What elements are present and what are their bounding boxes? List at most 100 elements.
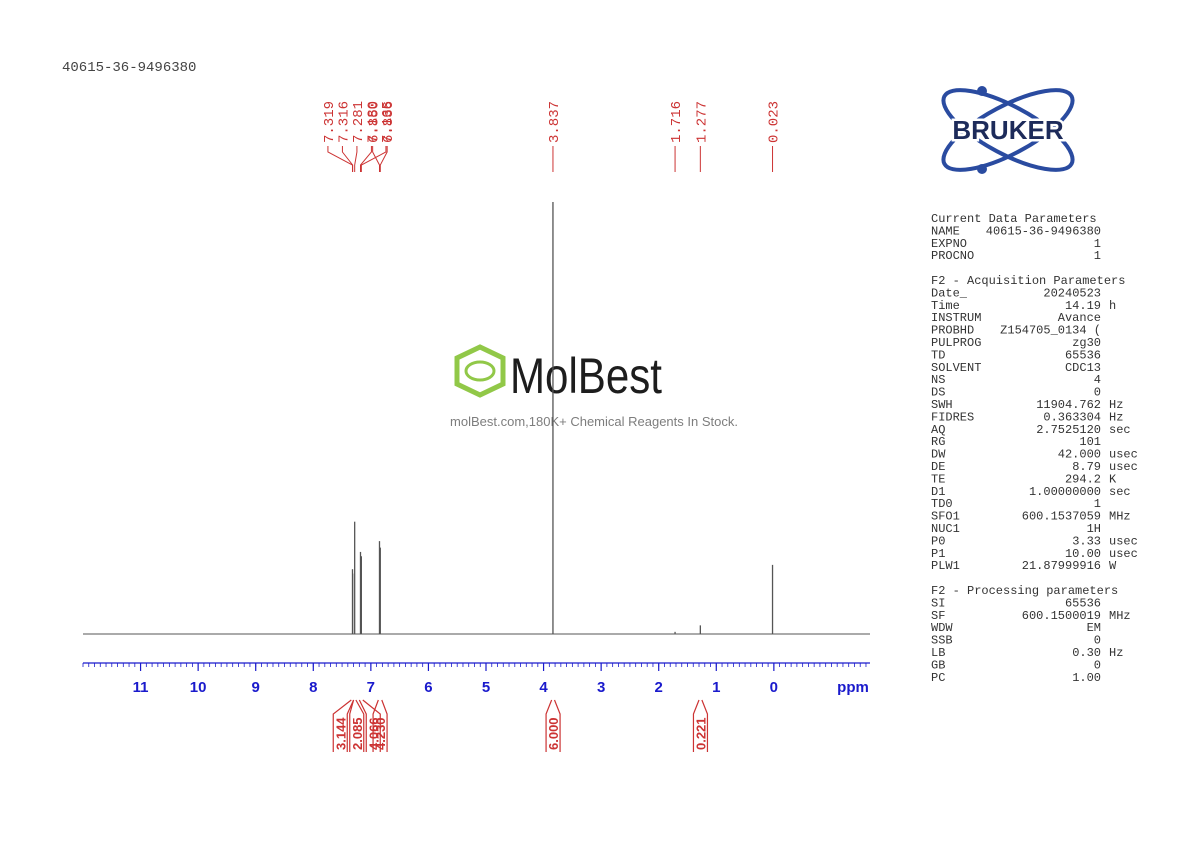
integral-label: 4.230 <box>373 717 388 750</box>
x-tick-label: 6 <box>424 679 432 696</box>
logo-dot <box>977 86 987 96</box>
param-name: Date_ <box>931 286 968 300</box>
param-value: 0.363304 <box>1043 410 1101 424</box>
param-value: 1.00 <box>1072 671 1101 685</box>
peak-label: 1.716 <box>669 101 685 143</box>
param-value: Avance <box>1058 311 1101 325</box>
param-name: NAME <box>931 224 960 238</box>
peak-label: 7.180 <box>365 101 381 143</box>
param-value: 20240523 <box>1043 286 1101 300</box>
param-name: P0 <box>931 534 945 548</box>
param-value: 65536 <box>1065 596 1101 610</box>
param-value: 1 <box>1094 497 1101 511</box>
param-value: CDC13 <box>1065 361 1101 375</box>
logo-orbit <box>941 88 1075 172</box>
section-title: Current Data Parameters <box>931 212 1097 226</box>
peak-label: 7.316 <box>336 101 352 143</box>
param-value: 101 <box>1079 435 1101 449</box>
peak-label: 6.836 <box>381 101 397 143</box>
watermark-logo <box>454 344 506 398</box>
x-axis-label: ppm <box>837 679 869 696</box>
integral-label: 0.221 <box>693 717 708 750</box>
param-value: 11904.762 <box>1036 398 1101 412</box>
logo-text: BRUKER <box>952 115 1063 145</box>
x-tick-label: 3 <box>597 679 605 696</box>
peak-label: 7.281 <box>351 101 367 143</box>
watermark-tagline: molBest.com,180K+ Chemical Reagents In S… <box>450 414 738 429</box>
param-value: 1H <box>1087 522 1101 536</box>
param-value: 65536 <box>1065 348 1101 362</box>
param-name: RG <box>931 435 945 449</box>
param-value: 0 <box>1094 386 1101 400</box>
logo-dot <box>977 164 987 174</box>
integral-bracket <box>545 699 561 752</box>
logo-orbit <box>941 88 1075 172</box>
param-value: 600.1537059 <box>1022 510 1101 524</box>
param-value: 600.1500019 <box>1022 609 1101 623</box>
param-name: PC <box>931 671 945 685</box>
param-name: D1 <box>931 485 945 499</box>
param-unit: MHz <box>1109 510 1131 524</box>
param-name: PROBHD <box>931 324 974 338</box>
param-name: DW <box>931 448 946 462</box>
peak-label-leader <box>359 146 372 172</box>
param-name: SSB <box>931 634 953 648</box>
param-name: PLW1 <box>931 559 960 573</box>
param-unit: MHz <box>1109 609 1131 623</box>
integral-bracket <box>332 699 355 752</box>
x-tick-label: 4 <box>539 679 548 696</box>
section-title: F2 - Acquisition Parameters <box>931 274 1125 288</box>
integral-bracket <box>372 699 388 752</box>
param-unit: usec <box>1109 448 1138 462</box>
param-name: LB <box>931 646 945 660</box>
param-value: 1 <box>1094 249 1101 263</box>
param-value: 42.000 <box>1058 448 1101 462</box>
param-name: PULPROG <box>931 336 981 350</box>
integral-bracket <box>349 699 365 752</box>
chart-title: 40615-36-9496380 <box>62 60 196 76</box>
param-name: EXPNO <box>931 237 967 251</box>
x-tick-label: 11 <box>133 679 149 696</box>
param-value: 1 <box>1094 237 1101 251</box>
watermark-brand: MolBest <box>510 348 662 404</box>
param-value: 10.00 <box>1065 547 1101 561</box>
param-name: DE <box>931 460 945 474</box>
param-name: FIDRES <box>931 410 974 424</box>
peak-label: 0.023 <box>767 101 783 143</box>
x-tick-label: 0 <box>770 679 778 696</box>
peak-label-leader <box>360 146 387 172</box>
param-unit: sec <box>1109 423 1131 437</box>
bruker-logo: BRUKER <box>941 86 1075 174</box>
param-name: AQ <box>931 423 945 437</box>
section-title: F2 - Processing parameters <box>931 584 1118 598</box>
param-unit: usec <box>1109 460 1138 474</box>
param-value: 40615-36-9496380 <box>986 224 1101 238</box>
integral-label: 3.144 <box>333 717 348 750</box>
peak-label-leader <box>341 146 354 172</box>
watermark: MolBest molBest.com,180K+ Chemical Reage… <box>450 344 738 429</box>
x-tick-label: 2 <box>655 679 663 696</box>
integral-bracket <box>358 699 381 752</box>
param-name: WDW <box>931 621 953 635</box>
peak-label: 7.165 <box>380 101 396 143</box>
x-tick-label: 10 <box>190 679 207 696</box>
integral-label: 6.000 <box>546 717 561 750</box>
param-value: 8.79 <box>1072 460 1101 474</box>
param-name: SFO1 <box>931 510 960 524</box>
param-name: SF <box>931 609 945 623</box>
x-tick-label: 5 <box>482 679 490 696</box>
peak-label: 7.319 <box>322 101 338 143</box>
param-value: 0 <box>1094 634 1101 648</box>
param-name: DS <box>931 386 945 400</box>
param-value: 2.7525120 <box>1036 423 1101 437</box>
param-value: zg30 <box>1072 336 1101 350</box>
peak-label: 1.277 <box>694 101 710 143</box>
param-unit: usec <box>1109 547 1138 561</box>
integral-label: 2.085 <box>350 717 365 750</box>
param-unit: sec <box>1109 485 1131 499</box>
x-tick-label: 8 <box>309 679 317 696</box>
x-tick-label: 7 <box>367 679 375 696</box>
param-unit: Hz <box>1109 410 1123 424</box>
